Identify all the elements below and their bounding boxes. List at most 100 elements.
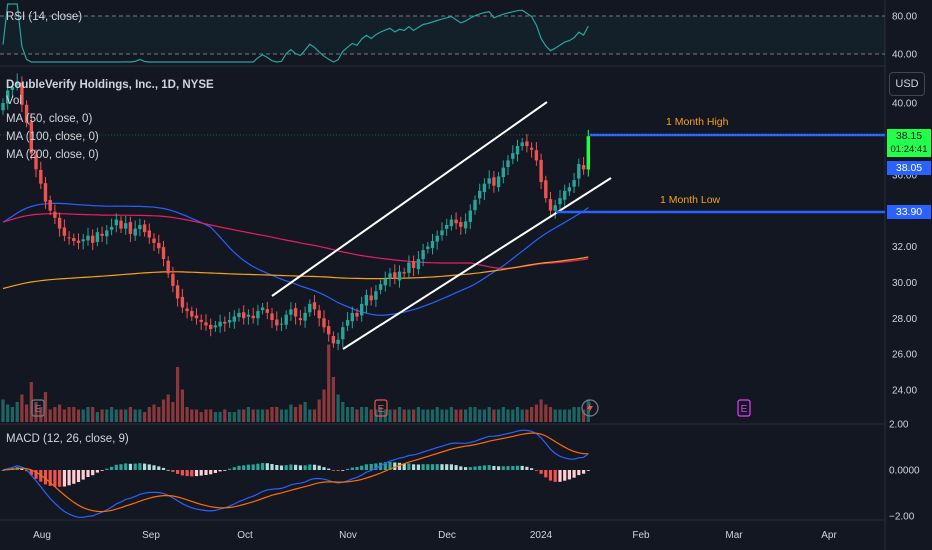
volume-bar <box>289 404 293 422</box>
macd-histogram-bar <box>548 470 553 481</box>
macd-histogram-bar <box>138 463 142 470</box>
macd-histogram-bar <box>492 466 496 470</box>
volume-bar <box>308 409 312 422</box>
candle-body <box>289 309 293 315</box>
previous-price-tag: 38.05 <box>887 161 931 175</box>
volume-bar <box>110 407 114 422</box>
macd-histogram-bar <box>110 466 114 470</box>
price-tick-label: 26.00 <box>892 350 917 361</box>
rsi-legend-label[interactable]: RSI (14, close) <box>6 11 83 23</box>
macd-histogram-bar <box>133 463 137 470</box>
candle-body <box>128 222 133 234</box>
candle-body <box>487 178 491 184</box>
volume-bar <box>520 409 524 422</box>
price-tick-label: 28.00 <box>892 314 917 325</box>
macd-histogram-bar <box>152 465 156 470</box>
chart-grid <box>0 0 886 550</box>
month-low-price-tag: 33.90 <box>887 205 931 219</box>
macd-histogram-bar <box>232 467 236 470</box>
symbol-title[interactable]: DoubleVerify Holdings, Inc., 1D, NYSE <box>6 79 214 91</box>
macd-histogram-bar <box>1 470 5 471</box>
macd-legend-label[interactable]: MACD (12, 26, close, 9) <box>6 433 129 445</box>
candle-body <box>39 169 43 184</box>
candle-body <box>355 312 359 317</box>
volume-bar <box>468 407 472 422</box>
volume-bar <box>86 407 90 422</box>
channel-drawings[interactable] <box>0 101 885 350</box>
volume-bar <box>497 409 501 422</box>
news-flash-bolt <box>587 402 593 414</box>
volume-bar <box>393 409 397 422</box>
candle-body <box>24 104 29 123</box>
volume-bar <box>53 407 57 422</box>
candle-body <box>397 271 402 281</box>
candle-body <box>529 147 534 150</box>
volume-bar <box>275 407 279 422</box>
candle-body <box>20 82 24 105</box>
macd-tick-label: −2.00 <box>889 512 915 523</box>
macd-histogram-bar <box>72 470 76 484</box>
volume-bar <box>435 407 439 422</box>
macd-histogram-bar <box>397 462 402 470</box>
volume-bar <box>256 409 260 422</box>
candle-body <box>91 235 95 243</box>
candle-body <box>411 261 416 268</box>
candle-body <box>86 235 90 241</box>
candle-body <box>468 210 472 222</box>
candle-body <box>227 320 232 323</box>
candle-body <box>374 291 378 300</box>
macd-histogram-bar <box>223 470 227 471</box>
macd-histogram-bar <box>298 465 302 470</box>
macd-histogram-bar <box>166 469 170 471</box>
ma50-line <box>2 202 589 316</box>
candle-body <box>341 327 345 340</box>
volume-bar <box>482 409 486 422</box>
macd-histogram-bar <box>421 464 425 470</box>
macd-histogram-bar <box>435 464 439 470</box>
macd-histogram-bar <box>544 470 548 478</box>
volume-bar <box>218 412 222 422</box>
macd-histogram-bar <box>242 465 246 470</box>
candle-body <box>95 232 100 242</box>
currency-selector[interactable]: USD <box>889 72 925 96</box>
volume-bar <box>91 407 95 422</box>
volume-bars <box>1 344 590 422</box>
macd-histogram-bar <box>157 466 161 470</box>
price-tick-label: 36.00 <box>892 170 917 181</box>
ma200-legend-label[interactable]: MA (200, close, 0) <box>6 149 99 161</box>
macd-pane <box>1 429 590 518</box>
volume-bar <box>279 409 284 422</box>
candle-body <box>520 142 524 147</box>
volume-bar <box>76 409 81 422</box>
volume-bar <box>582 409 586 422</box>
candle-body <box>279 323 284 325</box>
volume-bar <box>204 409 208 422</box>
volume-bar <box>421 409 425 422</box>
volume-bar <box>95 412 99 422</box>
macd-histogram-bar <box>534 470 538 471</box>
candle-body <box>10 86 15 90</box>
candle-body <box>407 262 411 273</box>
macd-histogram-bar <box>199 470 203 476</box>
candle-body <box>308 303 312 313</box>
candle-body <box>303 312 307 321</box>
macd-histogram-bar <box>582 470 586 474</box>
macd-histogram-bar <box>364 464 368 470</box>
candle-body <box>298 318 303 321</box>
volume-legend-label[interactable]: Vol <box>6 95 22 107</box>
macd-histogram-bar <box>317 465 321 470</box>
candle-body <box>345 320 350 326</box>
candle-body <box>6 90 10 104</box>
ma50-legend-label[interactable]: MA (50, close, 0) <box>6 113 93 125</box>
volume-bar <box>341 402 345 422</box>
volume-bar <box>10 407 14 422</box>
volume-bar <box>534 404 538 422</box>
macd-histogram-bar <box>515 465 520 470</box>
macd-histogram-bar <box>218 470 222 472</box>
ma100-legend-label[interactable]: MA (100, close, 0) <box>6 131 99 143</box>
candle-body <box>237 312 241 317</box>
macd-histogram-bar <box>402 463 406 470</box>
volume-bar <box>119 409 123 422</box>
